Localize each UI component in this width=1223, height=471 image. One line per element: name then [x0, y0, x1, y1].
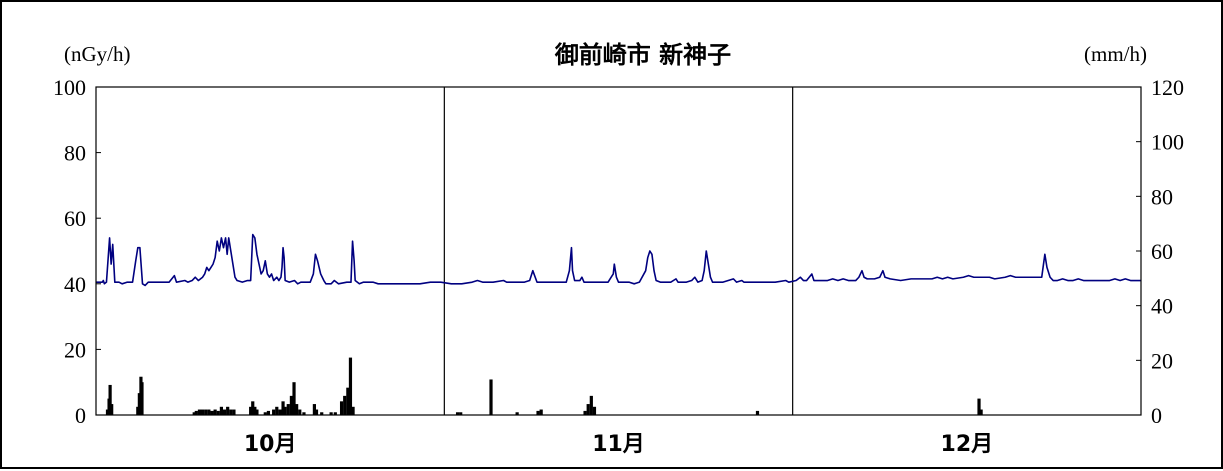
- dose-rate-line: [96, 233, 1141, 287]
- chart-title: 御前崎市 新神子: [554, 41, 731, 69]
- left-tick-label: 40: [64, 272, 86, 297]
- rain-bar: [272, 409, 276, 415]
- rain-bar: [755, 410, 760, 415]
- month-label: 12月: [941, 432, 994, 457]
- rain-bar: [455, 412, 460, 415]
- rain-bar: [219, 406, 223, 415]
- rain-bar: [351, 406, 355, 415]
- rain-bar: [459, 412, 463, 415]
- left-tick-label: 80: [64, 141, 86, 166]
- rain-bar: [213, 409, 217, 415]
- rain-bar: [343, 395, 347, 415]
- rain-bar: [977, 398, 981, 415]
- rain-bar: [333, 412, 337, 415]
- rain-bar: [281, 401, 285, 415]
- dose-rate-series-line: [96, 233, 1141, 287]
- rain-bar: [232, 409, 236, 415]
- rain-bar: [275, 406, 279, 415]
- left-tick-label: 0: [75, 403, 86, 428]
- rain-bar: [263, 412, 267, 415]
- right-tick-label: 60: [1151, 239, 1173, 264]
- left-axis-unit: (nGy/h): [64, 42, 131, 66]
- rain-bar: [110, 404, 114, 415]
- rain-bar: [249, 406, 253, 415]
- rain-bar: [251, 401, 255, 415]
- rain-bar: [314, 409, 319, 415]
- rain-bar: [346, 387, 350, 415]
- rain-bar: [194, 410, 198, 415]
- rain-bar: [204, 409, 208, 415]
- rain-bar: [539, 409, 543, 415]
- right-tick-label: 0: [1151, 403, 1162, 428]
- rain-bar: [592, 406, 597, 415]
- rain-bar: [312, 404, 317, 415]
- rain-bar: [255, 409, 259, 415]
- rain-bar: [200, 409, 205, 415]
- rain-bar: [222, 409, 227, 415]
- right-tick-label: 20: [1151, 348, 1173, 373]
- rain-bar: [266, 410, 271, 415]
- rain-bar: [320, 412, 324, 415]
- month-label: 11月: [592, 432, 645, 457]
- right-axis-unit: (mm/h): [1084, 42, 1147, 66]
- grid-layer: [443, 87, 794, 415]
- rain-bar: [583, 410, 587, 415]
- right-tick-label: 120: [1151, 75, 1184, 100]
- rain-bar: [229, 409, 233, 415]
- rain-bar: [298, 409, 302, 415]
- left-tick-label: 20: [64, 337, 86, 362]
- rain-bar: [108, 384, 112, 415]
- rain-bar: [289, 395, 294, 415]
- rain-bar: [226, 406, 230, 415]
- rain-bar: [302, 412, 306, 415]
- rain-bar: [589, 395, 593, 415]
- rain-bar: [197, 409, 202, 415]
- rain-bar: [207, 409, 211, 415]
- rain-bar: [216, 410, 220, 415]
- rain-bar: [515, 412, 519, 415]
- rain-bar: [339, 401, 344, 415]
- rain-bar: [295, 404, 299, 415]
- rainfall-bars: [105, 357, 983, 415]
- rain-bar: [586, 404, 590, 415]
- rain-bar: [210, 410, 214, 415]
- right-tick-label: 80: [1151, 184, 1173, 209]
- rain-bar: [283, 406, 287, 415]
- plot-area-border: [95, 86, 1142, 416]
- left-axis-ticks: 0 20 40 60 80 100: [53, 75, 101, 428]
- rain-bar: [278, 409, 282, 415]
- right-axis-ticks: 0 20 40 60 80 100 120: [1136, 75, 1184, 428]
- left-tick-label: 100: [53, 75, 86, 100]
- rain-bar: [348, 357, 353, 415]
- month-labels: 10月 11月 12月: [244, 432, 993, 457]
- rain-bar: [329, 412, 333, 415]
- rain-bar: [292, 382, 296, 415]
- right-tick-label: 100: [1151, 130, 1184, 155]
- rain-bar: [192, 412, 196, 415]
- month-label: 10月: [244, 432, 297, 457]
- rain-bar: [536, 410, 540, 415]
- left-tick-label: 60: [64, 206, 86, 231]
- rain-bar: [253, 406, 257, 415]
- rain-bar: [979, 409, 983, 415]
- rain-bar: [286, 404, 290, 415]
- right-tick-label: 40: [1151, 294, 1173, 319]
- rain-bar: [489, 379, 493, 415]
- rain-bar: [140, 382, 144, 415]
